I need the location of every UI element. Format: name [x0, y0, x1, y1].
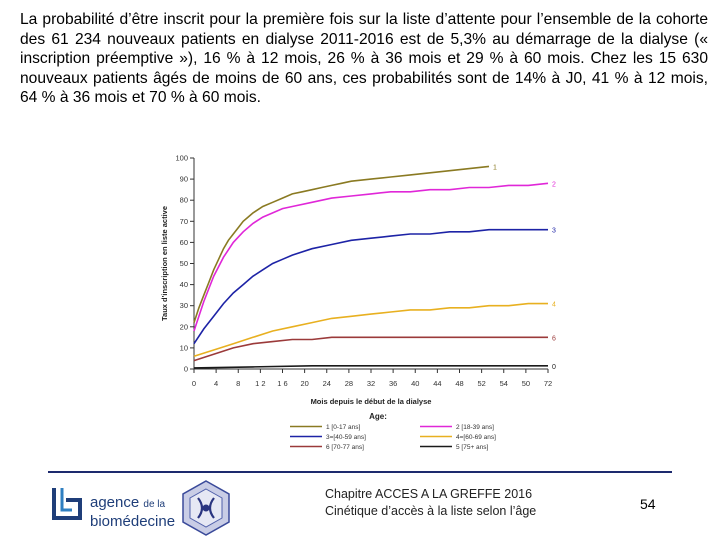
y-tick-label: 30 [180, 301, 188, 310]
y-tick-label: 0 [184, 365, 188, 374]
x-axis-title: Mois depuis le début de la dialyse [311, 397, 432, 406]
agence-logo-text: agence de la biomédecine [90, 494, 175, 530]
series-end-label-5: 6 [552, 335, 556, 342]
x-tick-label: 54 [500, 379, 508, 388]
x-tick-label: 20 [300, 379, 308, 388]
y-axis-title: Taux d'inscription en liste active [160, 206, 169, 321]
footer-caption-subtitle: Cinétique d’accès à la liste selon l’âge [325, 504, 537, 518]
legend-label-3: 3=[40-59 ans] [326, 434, 366, 441]
series-line-5 [193, 336, 548, 362]
series-end-label-4: 4 [552, 302, 556, 309]
series-line-2 [193, 182, 549, 332]
x-tick-label: 52 [477, 379, 485, 388]
y-tick-label: 10 [180, 343, 188, 352]
y-tick-label: 100 [175, 154, 188, 163]
logo-word-biomedecine: biomédecine [90, 513, 176, 530]
y-tick-label: 90 [180, 175, 188, 184]
x-tick-label: 0 [192, 379, 196, 388]
x-tick-label: 72 [544, 379, 552, 388]
series-line-1 [193, 165, 490, 323]
series-line-6 [193, 365, 548, 369]
x-tick-label: 1 2 [255, 379, 265, 388]
y-tick-label: 50 [180, 259, 188, 268]
legend-label-6: 5 [75+ ans] [456, 444, 489, 451]
x-tick-label: 50 [522, 379, 530, 388]
x-tick-label: 36 [389, 379, 397, 388]
logo-word-dela: de la [143, 499, 166, 510]
y-tick-label: 70 [180, 217, 188, 226]
x-tick-label: 28 [345, 379, 353, 388]
legend-label-1: 1 [0-17 ans] [326, 424, 361, 431]
series-line-4 [193, 302, 548, 358]
series-end-label-2: 2 [552, 181, 556, 188]
y-tick-label: 60 [180, 238, 188, 247]
x-tick-label: 8 [236, 379, 240, 388]
agence-logo-icon [52, 488, 82, 520]
series-end-label-1: 1 [493, 164, 497, 171]
x-tick-label: 24 [323, 379, 331, 388]
legend-label-4: 4=[60-69 ans] [456, 434, 496, 441]
x-tick-label: 40 [411, 379, 419, 388]
series-end-label-6: 0 [552, 364, 556, 371]
x-tick-label: 48 [455, 379, 463, 388]
biomedecine-emblem-icon [182, 480, 230, 536]
legend-label-5: 6 [70-77 ans] [326, 444, 364, 451]
x-tick-label: 32 [367, 379, 375, 388]
legend-title: Age: [369, 412, 387, 421]
y-tick-label: 20 [180, 322, 188, 331]
x-tick-label: 4 [214, 379, 218, 388]
y-tick-label: 80 [180, 196, 188, 205]
footer-caption-chapter: Chapitre ACCES A LA GREFFE 2016 [325, 487, 533, 501]
series-line-3 [193, 228, 548, 345]
page-number: 54 [640, 496, 656, 512]
footer-divider [48, 471, 672, 473]
footer-caption: Chapitre ACCES A LA GREFFE 2016 Cinétiqu… [325, 486, 536, 520]
x-tick-label: 44 [433, 379, 441, 388]
y-tick-label: 40 [180, 280, 188, 289]
logo-word-agence: agence [90, 494, 140, 511]
intro-paragraph: La probabilité d’être inscrit pour la pr… [20, 11, 708, 107]
x-tick-label: 1 6 [277, 379, 287, 388]
legend-label-2: 2 [18-39 ans] [456, 424, 494, 431]
series-end-label-3: 3 [552, 228, 556, 235]
